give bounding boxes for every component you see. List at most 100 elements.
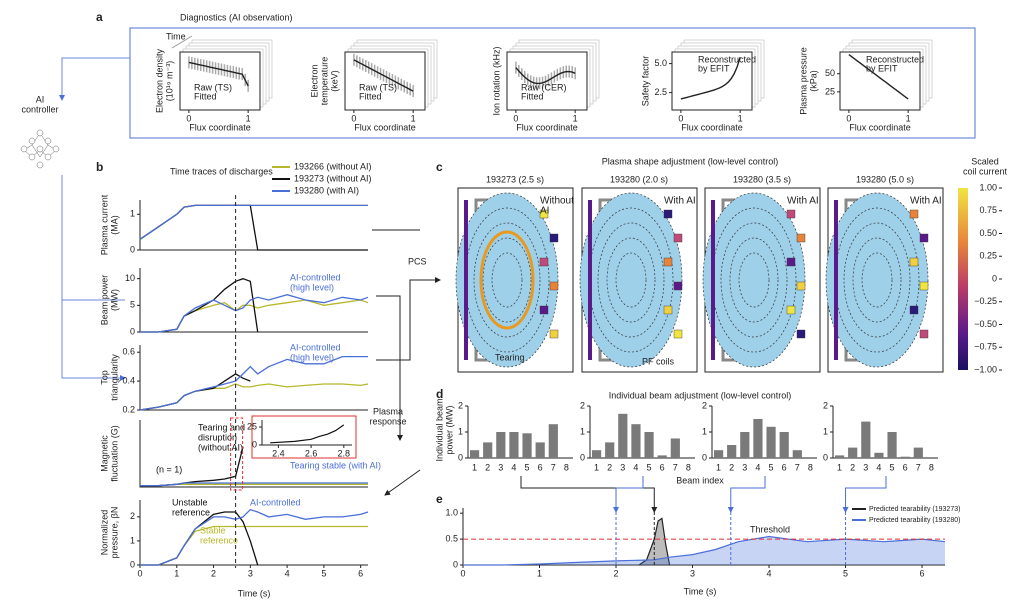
profile (188, 61, 249, 87)
y-tick-label: 0 (453, 559, 458, 569)
y-tick-label: 5 (130, 300, 135, 310)
annotation: AI-controlled (290, 342, 341, 352)
y-tick-label: 1 (130, 535, 135, 545)
y-tick-label: −0.25 (974, 296, 997, 306)
bar (591, 450, 602, 458)
legend-text: by EFIT (866, 63, 898, 73)
pf-coil (919, 233, 929, 243)
connector (376, 277, 441, 361)
x-tick-label: 0 (513, 113, 518, 123)
annotation: Unstable (172, 497, 208, 507)
x-tick-label: 3 (863, 462, 868, 472)
panel-title: Plasma shape adjustment (low-level contr… (602, 156, 779, 166)
x-tick-label: 7 (916, 462, 921, 472)
annotation: Tearing stable (with AI) (290, 460, 381, 470)
legend-text: Fitted (521, 91, 544, 101)
connector (372, 229, 420, 440)
flux-contour (606, 237, 656, 323)
pf-coil (909, 209, 919, 219)
x-tick-label: 3 (248, 568, 253, 578)
y-tick-label: −0.75 (974, 342, 997, 352)
bar (887, 432, 897, 458)
bar (861, 421, 871, 458)
x-tick-label: 7 (795, 462, 800, 472)
bar (522, 433, 532, 458)
x-tick-label: 5 (647, 462, 652, 472)
threshold-label: Threshold (750, 524, 790, 534)
pf-coil (673, 329, 683, 339)
x-tick-label: 3 (690, 568, 695, 578)
y-tick-label: 10 (125, 273, 135, 283)
x-tick-label: 2 (607, 462, 612, 472)
x-tick-label: 4 (876, 462, 881, 472)
trace (140, 294, 369, 333)
tearing-label: Tearing (495, 352, 525, 362)
flux-contour (843, 222, 911, 338)
x-tick-label: 1 (472, 462, 477, 472)
axis-label: Beam power (99, 275, 109, 326)
annotation: Tearing and (198, 422, 245, 432)
y-tick-label: 0 (823, 452, 828, 462)
profile (515, 67, 576, 85)
bar (792, 450, 802, 458)
y-tick-label: 1 (702, 426, 707, 436)
connector (61, 175, 125, 378)
time-arrow (171, 35, 193, 49)
axis-label: power (MW) (444, 405, 454, 454)
y-tick-label: 1 (580, 426, 585, 436)
x-tick-label: 7 (551, 462, 556, 472)
legend-text: Predicted tearability (193273) (869, 506, 960, 513)
pf-coil (919, 329, 929, 339)
pf-coil (796, 329, 806, 339)
x-tick-label: 1 (411, 113, 416, 123)
y-tick-label: 0 (252, 439, 257, 449)
x-axis-label: Time (s) (238, 588, 271, 598)
trace (139, 204, 368, 240)
x-tick-label: 1 (174, 568, 179, 578)
axis-label: Individual beam (434, 398, 444, 461)
y-tick-label: 0.2 (122, 404, 135, 414)
panel-label: b (96, 160, 103, 174)
x-tick-label: 6 (538, 462, 543, 472)
trace (139, 373, 251, 411)
colorbar-title: Scaled (971, 156, 999, 166)
flux-contour (825, 192, 929, 368)
snapshot-link (520, 476, 658, 513)
colorbar-title: coil current (963, 166, 1008, 176)
bar (753, 419, 763, 458)
x-axis-label: Flux coordinate (189, 122, 251, 132)
axis-label: triangularity (109, 354, 119, 401)
legend-text: Reconstructed (866, 54, 924, 64)
legend-text: Predicted tearability (193280) (869, 517, 960, 524)
x-tick-label: 1 (906, 113, 911, 123)
x-tick-label: 2 (850, 462, 855, 472)
x-tick-label: 0 (186, 113, 191, 123)
trace (140, 482, 368, 487)
bar (618, 413, 628, 458)
flux-contour (491, 252, 523, 308)
y-tick-label: 0 (130, 559, 135, 569)
x-tick-label: 7 (673, 462, 678, 472)
ai-tag: With AI (664, 196, 696, 207)
annotation: Stable (200, 525, 226, 535)
pf-coil (786, 305, 796, 315)
snapshot-title: 193273 (2.5 s) (486, 174, 544, 184)
panel-label: c (436, 160, 443, 174)
y-tick-label: 2 (130, 511, 135, 521)
bar (740, 432, 750, 458)
flux-contour (455, 192, 559, 368)
x-tick-label: 1 (594, 462, 599, 472)
pf-coil (796, 281, 806, 291)
pf-coil (786, 257, 796, 267)
axis-label: (10¹⁹ m⁻³) (164, 61, 174, 102)
axis-label: Normalized (99, 510, 109, 556)
x-tick-label: 8 (564, 462, 569, 472)
x-tick-label: 0 (846, 113, 851, 123)
x-tick-label: 2 (729, 462, 734, 472)
snapshot-link (842, 476, 887, 513)
x-tick-label: 3 (498, 462, 503, 472)
time-label: Time (166, 31, 186, 41)
axis-label: fluctuation (G) (109, 425, 119, 482)
legend-text: Reconstructed (698, 54, 756, 64)
axis-label: Magnetic (99, 435, 109, 472)
